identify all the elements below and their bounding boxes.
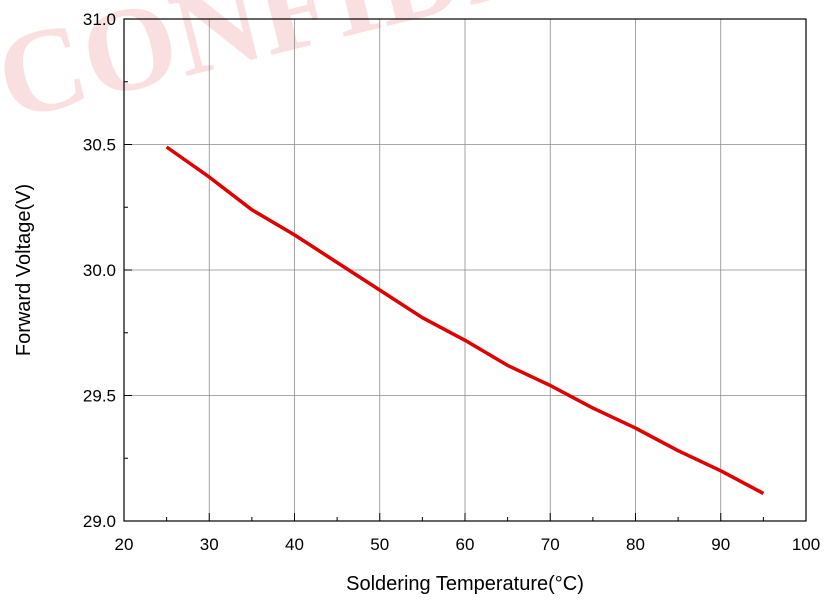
x-tick-label: 40 [285, 535, 304, 554]
y-tick-label: 30.5 [83, 136, 116, 155]
x-tick-label: 50 [370, 535, 389, 554]
ticks [123, 18, 807, 522]
y-tick-label: 30.0 [83, 261, 116, 280]
y-tick-label: 29.0 [83, 512, 116, 531]
watermark-text: CONFIDENTIAL [0, 0, 831, 145]
x-tick-label: 60 [456, 535, 475, 554]
series-layer [165, 145, 765, 495]
y-tick-label: 31.0 [83, 10, 116, 29]
x-tick-label: 20 [115, 535, 134, 554]
tick-labels: 20 30 40 50 60 70 80 90 100 29.0 29.5 30.0 30.5 31.0 [83, 10, 820, 554]
x-tick-label: 70 [541, 535, 560, 554]
plot-area-frame [123, 18, 807, 522]
x-tick-label: 80 [626, 535, 645, 554]
y-axis-label: Forward Voltage(V) [13, 184, 35, 356]
watermark: CONFIDENTIAL [0, 0, 831, 145]
grid [124, 19, 806, 521]
series-line-1 [165, 145, 765, 495]
x-tick-label: 30 [200, 535, 219, 554]
x-tick-label: 90 [711, 535, 730, 554]
y-tick-label: 29.5 [83, 387, 116, 406]
x-tick-label: 100 [792, 535, 820, 554]
x-axis-label: Soldering Temperature(°C) [346, 573, 584, 595]
